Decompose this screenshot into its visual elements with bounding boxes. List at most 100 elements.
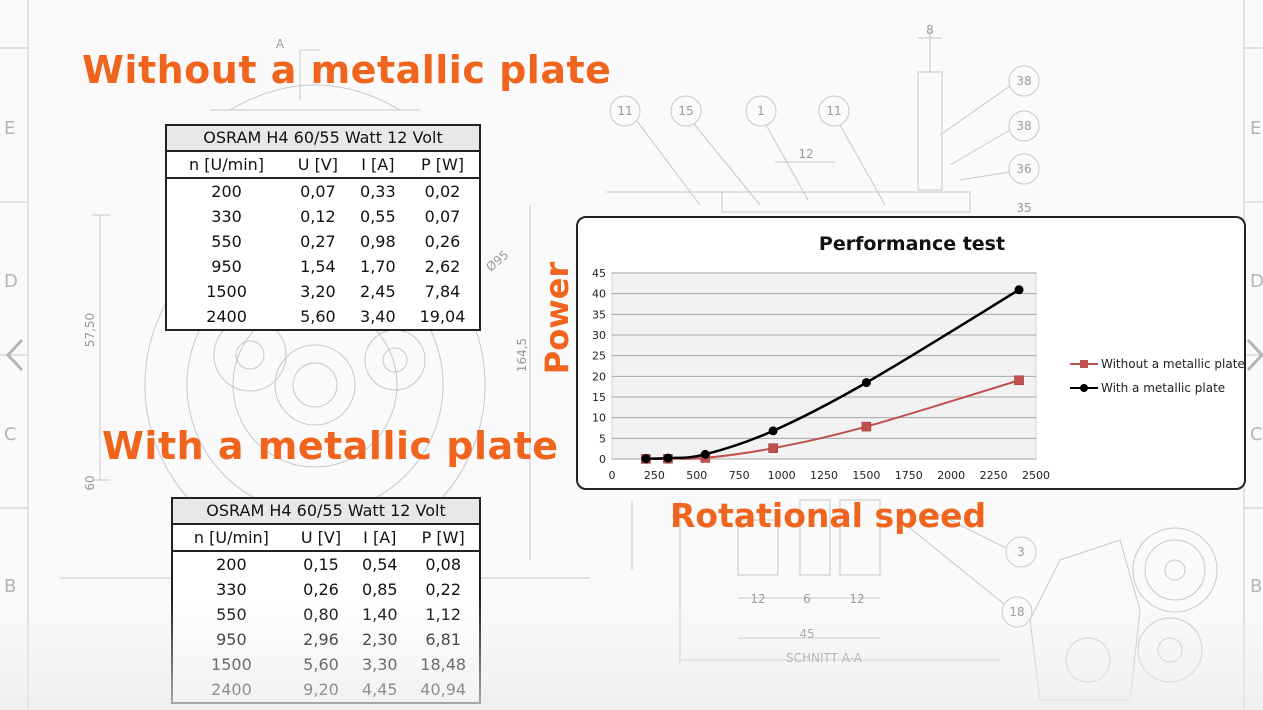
x-tick-label: 1250 xyxy=(810,469,838,482)
table-cell: 200 xyxy=(211,182,242,201)
callout-3: 3 xyxy=(1017,545,1025,559)
callout-38-a: 38 xyxy=(1016,74,1031,88)
data-point-with-plate xyxy=(1014,285,1024,295)
table-cell: 0,80 xyxy=(303,605,339,624)
table-cell: 0,55 xyxy=(360,207,396,226)
table-cell: 0,07 xyxy=(300,182,336,201)
table-cell: 330 xyxy=(216,580,247,599)
table-cell: 3,20 xyxy=(300,282,336,301)
table-row: 950 1,54 1,70 2,62 xyxy=(166,254,480,279)
table-cell: 3,40 xyxy=(360,307,396,326)
legend-marker-circle xyxy=(1080,384,1088,392)
data-point-with-plate xyxy=(768,426,778,436)
table-row: 2400 5,60 3,40 19,04 xyxy=(166,304,480,330)
table-cell: 2,30 xyxy=(361,630,398,649)
left-nav-chevron-icon xyxy=(5,338,24,372)
section-marker-a: A xyxy=(276,37,285,51)
plot-area xyxy=(611,272,1037,460)
table-cell: 0,27 xyxy=(300,232,336,251)
table-cell: 0,12 xyxy=(300,207,336,226)
callout-38-b: 38 xyxy=(1016,119,1031,133)
table-cell: 2400 xyxy=(211,680,252,699)
y-tick-label: 10 xyxy=(592,412,606,425)
dim-164-5: 164,5 xyxy=(515,338,529,372)
callout-15: 15 xyxy=(678,104,693,118)
table-cell: 950 xyxy=(211,257,242,276)
callout-1: 1 xyxy=(757,104,765,118)
y-tick-label: 45 xyxy=(592,267,606,280)
table-cell: 40,94 xyxy=(420,680,467,699)
table-row: 550 0,27 0,98 0,26 xyxy=(166,229,480,254)
row-label-b-right: B xyxy=(1250,576,1262,597)
x-tick-label: 0 xyxy=(609,469,616,482)
row-label-b-left: B xyxy=(4,576,16,597)
table-cell: 0,33 xyxy=(360,182,396,201)
y-tick-label: 0 xyxy=(599,453,606,466)
table-without-plate: OSRAM H4 60/55 Watt 12 Volt n [U/min] U … xyxy=(165,124,481,331)
heading-with-plate: With a metallic plate xyxy=(102,424,559,468)
table-row: 550 0,80 1,40 1,12 xyxy=(172,602,480,627)
x-tick-label: 250 xyxy=(644,469,665,482)
x-tick-label: 1500 xyxy=(852,469,880,482)
x-tick-label: 2250 xyxy=(980,469,1008,482)
row-label-e-right: E xyxy=(1250,118,1261,139)
row-label-c-right: C xyxy=(1250,424,1263,445)
table-cell: 2,62 xyxy=(424,257,461,276)
header-cell: U [V] xyxy=(289,524,353,552)
table-cell: 1,70 xyxy=(360,257,396,276)
legend-marker-square xyxy=(1080,360,1088,368)
table-cell: 0,08 xyxy=(425,555,461,574)
data-point-with-plate xyxy=(700,449,710,459)
table-row: 1500 5,60 3,30 18,48 xyxy=(172,652,480,677)
dim-6: 6 xyxy=(803,592,811,606)
table-row: 330 0,26 0,85 0,22 xyxy=(172,577,480,602)
chart-y-axis-label: Power xyxy=(538,262,574,375)
dim-57-50: 57,50 xyxy=(83,313,97,347)
table-cell: 200 xyxy=(216,555,247,574)
table-cell: 5,60 xyxy=(300,307,336,326)
data-point-with-plate xyxy=(663,453,673,463)
callout-35: 35 xyxy=(1016,201,1031,215)
callout-11-a: 11 xyxy=(617,104,632,118)
header-cell: U [V] xyxy=(286,151,350,179)
table-cell: 18,48 xyxy=(420,655,467,674)
table-cell: 0,02 xyxy=(424,182,461,201)
callout-11-b: 11 xyxy=(826,104,841,118)
table-cell: 9,20 xyxy=(303,680,339,699)
table-cell: 550 xyxy=(216,605,247,624)
x-tick-labels: 0 250 500 750 1000 1250 1500 1750 2000 2250 2500 xyxy=(609,469,1051,482)
callout-18: 18 xyxy=(1009,605,1024,619)
y-tick-label: 20 xyxy=(592,370,606,383)
table-cell: 0,54 xyxy=(361,555,398,574)
data-point-without-plate xyxy=(861,421,872,432)
table-cell: 950 xyxy=(216,630,247,649)
x-tick-label: 1750 xyxy=(895,469,923,482)
data-point-without-plate xyxy=(1014,375,1024,386)
table-cell: 1500 xyxy=(211,655,252,674)
y-tick-label: 35 xyxy=(592,308,606,321)
header-cell: n [U/min] xyxy=(166,151,287,179)
table-cell: 1,12 xyxy=(425,605,461,624)
svg-text:Power: Power xyxy=(538,262,574,375)
table-cell: 0,07 xyxy=(424,207,461,226)
chart-legend: Without a metallic plate With a metallic … xyxy=(1070,357,1245,395)
header-cell: I [A] xyxy=(352,524,408,552)
data-point-with-plate xyxy=(861,378,871,388)
legend-entry-label: With a metallic plate xyxy=(1101,381,1225,395)
table-cell: 1500 xyxy=(206,282,247,301)
table-cell: 0,26 xyxy=(424,232,461,251)
row-label-d-left: D xyxy=(4,271,18,292)
y-tick-label: 30 xyxy=(592,329,606,342)
x-tick-label: 500 xyxy=(686,469,707,482)
row-label-d-right: D xyxy=(1250,271,1263,292)
chart-x-axis-label: Rotational speed xyxy=(670,496,987,535)
x-tick-label: 750 xyxy=(729,469,750,482)
table-cell: 19,04 xyxy=(419,307,466,326)
y-tick-label: 25 xyxy=(592,350,606,363)
data-point-without-plate xyxy=(768,443,778,453)
table-title: OSRAM H4 60/55 Watt 12 Volt xyxy=(165,124,481,150)
chart-plot: Performance test 0 5 10 15 20 25 30 35 40 45 0 250… xyxy=(592,233,1245,482)
table-cell: 0,15 xyxy=(303,555,339,574)
table-row: 330 0,12 0,55 0,07 xyxy=(166,204,480,229)
table-cell: 0,85 xyxy=(361,580,398,599)
